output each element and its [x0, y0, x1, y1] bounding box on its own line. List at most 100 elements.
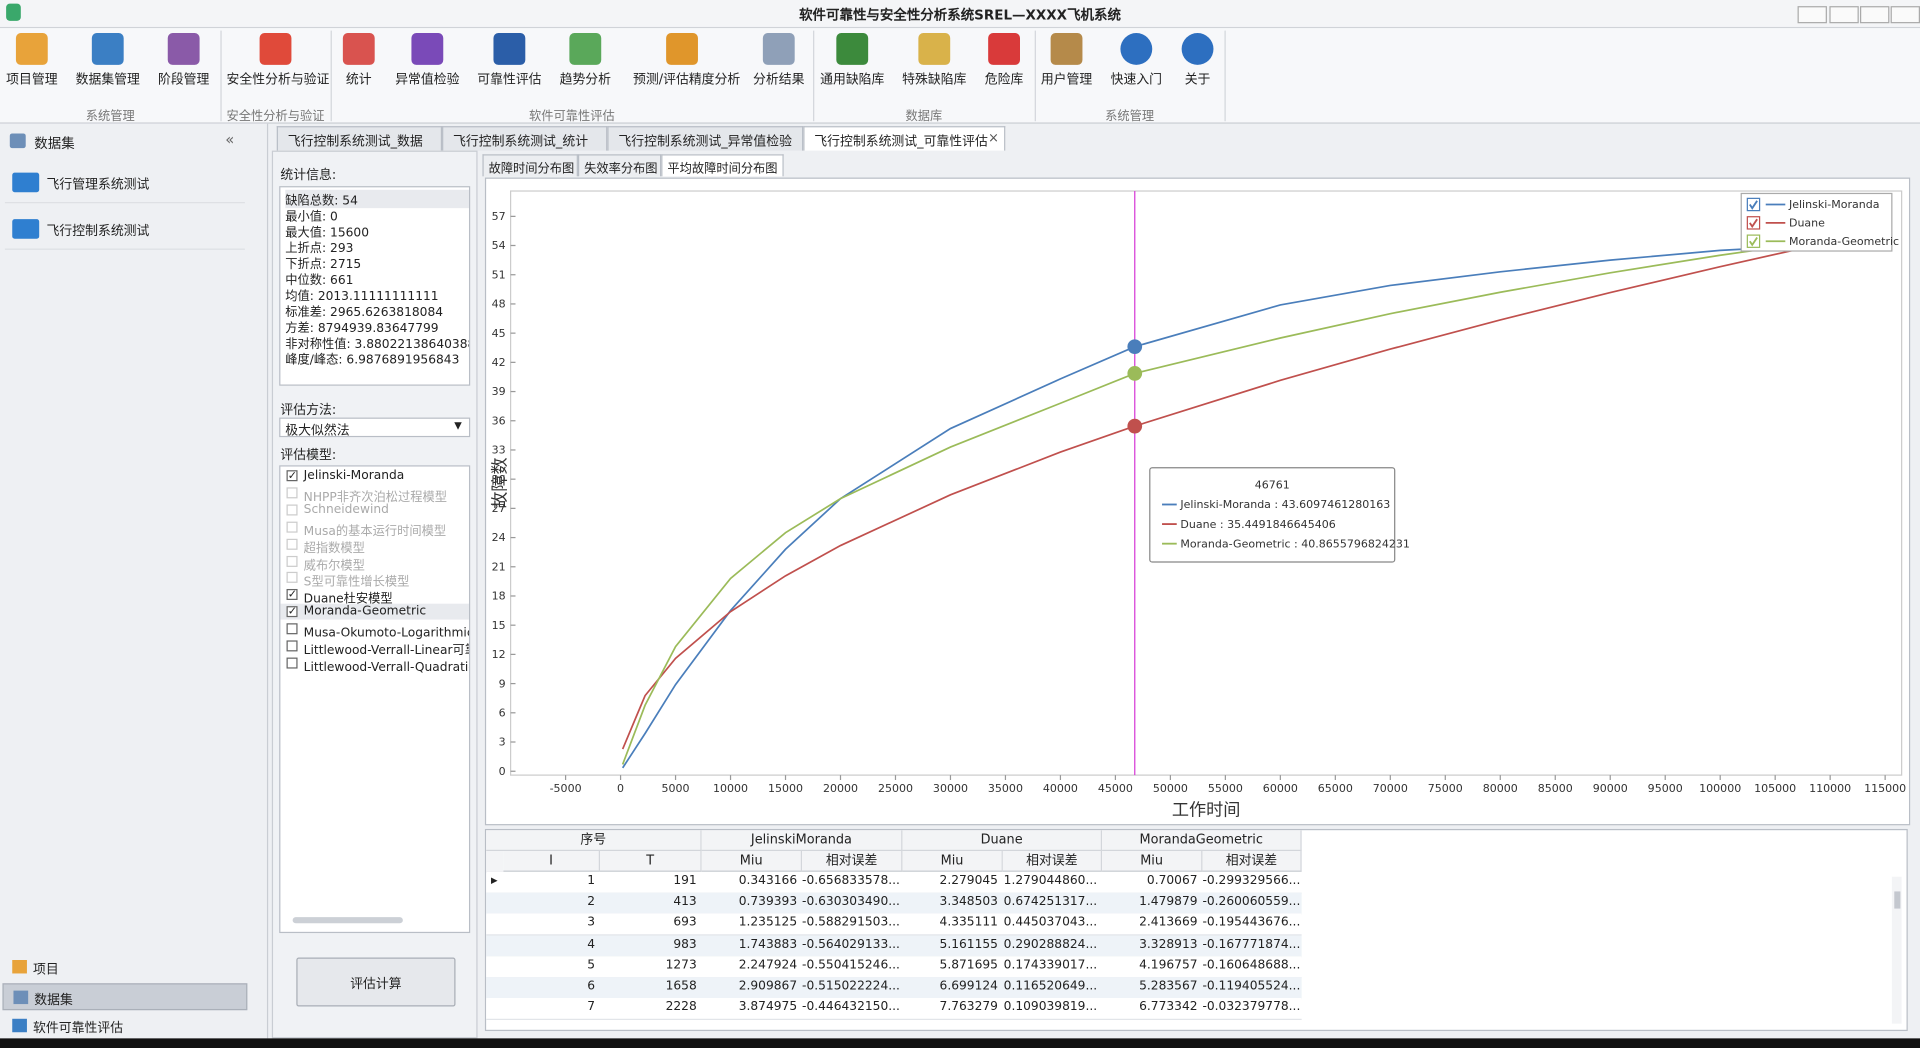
- ribbon-button[interactable]: 趋势分析: [536, 31, 634, 100]
- table-row[interactable]: ▶ 1 191 0.343166 -0.656833578... 2.279045 1.27…: [486, 871, 1302, 894]
- model-checkbox[interactable]: [286, 640, 298, 652]
- model-item[interactable]: ✓ Jelinski-Moranda: [280, 468, 469, 484]
- nav-label: 数据集: [34, 993, 73, 1008]
- ribbon-button[interactable]: 危险库: [955, 31, 1053, 100]
- table-cell: -0.446432150...: [802, 1000, 900, 1015]
- stats-line: 最大值: 15600: [285, 226, 370, 241]
- document-tab-label: 飞行控制系统测试_统计: [453, 134, 589, 150]
- model-checkbox[interactable]: ✓: [286, 606, 298, 619]
- method-dropdown[interactable]: 极大似然法 ▼: [279, 417, 471, 439]
- ribbon-button[interactable]: 阶段管理: [135, 31, 233, 100]
- chart-tab[interactable]: 平均故障时间分布图: [661, 154, 784, 177]
- document-tab-label: 飞行控制系统测试_数据: [287, 134, 423, 150]
- model-checkbox[interactable]: [286, 657, 298, 669]
- ribbon-button[interactable]: 特殊缺陷库: [885, 31, 983, 100]
- dataset-name: 飞行管理系统测试: [46, 177, 150, 193]
- dropdown-arrow[interactable]: ▼: [454, 420, 462, 432]
- ribbon-button[interactable]: 快速入门: [1087, 31, 1185, 100]
- dataset-item[interactable]: 飞行控制系统测试: [4, 212, 245, 250]
- model-item: S型可靠性增长模型: [280, 570, 469, 589]
- nav-item[interactable]: 项目: [2, 954, 247, 981]
- stats-line: 方差: 8794939.83647799: [285, 322, 439, 336]
- y-axis-title: 故障数: [491, 457, 511, 508]
- tooltip: 46761 Jelinski-Moranda : 43.6097461280163…: [1149, 467, 1410, 563]
- table-cell: -0.564029133...: [802, 937, 900, 951]
- row-indicator-header: [486, 851, 504, 874]
- folder-icon: [12, 219, 40, 239]
- ribbon-icon: [493, 33, 526, 65]
- stats-line: 非对称性值: 3.88022138640388: [285, 337, 471, 352]
- dataset-item[interactable]: 飞行管理系统测试: [4, 165, 245, 204]
- document-tab[interactable]: 飞行控制系统测试_统计: [442, 126, 608, 151]
- stats-line: 标准差: 2965.6263818084: [285, 306, 444, 320]
- ribbon-button[interactable]: 预测/评估精度分析: [633, 31, 740, 100]
- table-row[interactable]: 4 983 1.743883 -0.564029133... 5.161155 0.290…: [486, 935, 1302, 958]
- ribbon-button[interactable]: 项目管理: [0, 31, 81, 100]
- table-cell: -0.630303490...: [802, 895, 900, 909]
- model-item[interactable]: ✓ Duane杜安模型: [280, 587, 469, 606]
- ribbon-button[interactable]: 异常值检验: [378, 31, 476, 100]
- document-tab[interactable]: 飞行控制系统测试_可靠性评估 ×: [803, 126, 1006, 151]
- table-row[interactable]: 3 693 1.235125 -0.588291503... 4.335111 0.445…: [486, 913, 1302, 936]
- model-checkbox: [286, 572, 298, 584]
- nav-item[interactable]: 数据集: [2, 983, 248, 1011]
- nav-item[interactable]: 软件可靠性评估: [2, 1013, 247, 1040]
- model-checkbox: [286, 487, 298, 499]
- settings-panel: 统计信息: 缺陷总数: 54 最小值: 0 最大值: 15600 上折点: 293 下折点…: [271, 150, 478, 1039]
- tooltip-box: [1149, 467, 1396, 563]
- table-cell: 2.279045: [939, 874, 998, 888]
- ribbon-button[interactable]: 分析结果: [730, 31, 828, 100]
- table-row[interactable]: 7 2228 3.874975 -0.446432150... 7.763279 0.10…: [486, 998, 1302, 1021]
- table-row[interactable]: 5 1273 2.247924 -0.550415246... 5.871695 0.17…: [486, 956, 1302, 979]
- document-tab[interactable]: 飞行控制系统测试_数据: [276, 126, 443, 151]
- y-tick-label: 21: [492, 560, 506, 573]
- legend-checkbox[interactable]: [1746, 234, 1761, 248]
- legend-checkbox[interactable]: [1746, 197, 1761, 212]
- group-header: 序号: [486, 830, 702, 852]
- table-cell: 1.279044860...: [1003, 874, 1098, 888]
- ribbon-button[interactable]: 统计: [310, 31, 408, 100]
- ribbon-button[interactable]: 关于: [1149, 31, 1247, 100]
- maximize-button[interactable]: [1860, 6, 1890, 24]
- ribbon-button[interactable]: 通用缺陷库: [803, 31, 901, 100]
- window-button[interactable]: [1797, 6, 1827, 24]
- close-button[interactable]: [1890, 6, 1920, 24]
- model-checkbox[interactable]: ✓: [286, 470, 298, 483]
- model-item[interactable]: Musa-Okumoto-Logarithmic泊: [280, 621, 469, 641]
- model-item[interactable]: Littlewood-Verrall-Quadratic可: [280, 655, 469, 675]
- y-tick-label: 36: [492, 414, 506, 427]
- ribbon-button[interactable]: 可靠性评估: [460, 31, 558, 100]
- series-line: [621, 240, 1886, 769]
- table-cell: -0.119405524...: [1202, 979, 1301, 994]
- ribbon-button[interactable]: 安全性分析与验证: [227, 31, 329, 100]
- group-header: MorandaGeometric: [1102, 830, 1302, 852]
- ribbon-button[interactable]: 数据集管理: [59, 31, 157, 100]
- y-tick-label: 18: [492, 590, 506, 603]
- table-cell: 3.328913: [1139, 937, 1198, 951]
- model-item[interactable]: Littlewood-Verrall-Linear可靠性: [280, 638, 469, 658]
- table-cell: 2.247924: [738, 958, 798, 972]
- document-tab[interactable]: 飞行控制系统测试_异常值检验: [607, 126, 804, 151]
- table-row[interactable]: 2 413 0.739393 -0.630303490... 3.348503 0.674…: [486, 892, 1302, 915]
- table-cell: 4: [587, 937, 596, 951]
- method-value: 极大似然法: [285, 423, 350, 439]
- collapse-button[interactable]: «: [225, 131, 235, 149]
- chart-tab[interactable]: 故障时间分布图: [482, 154, 578, 177]
- chart-tab[interactable]: 失效率分布图: [577, 154, 662, 177]
- model-checkbox[interactable]: ✓: [286, 589, 298, 602]
- ribbon-separator: [1034, 30, 1036, 122]
- table-row[interactable]: 6 1658 2.909867 -0.515022224... 6.699124 0.11…: [486, 977, 1302, 1000]
- ribbon-button[interactable]: 用户管理: [1018, 31, 1116, 100]
- method-label: 评估方法:: [280, 402, 337, 418]
- minimize-button[interactable]: [1829, 6, 1859, 24]
- model-item[interactable]: ✓ Moranda-Geometric: [280, 603, 469, 620]
- model-checkbox[interactable]: [286, 623, 298, 635]
- ribbon-button-label: 危险库: [984, 72, 1024, 87]
- column-header: 相对误差: [1002, 851, 1103, 872]
- evaluate-button[interactable]: 评估计算: [296, 957, 456, 1007]
- model-name: 超指数模型: [303, 541, 365, 556]
- chart-tab-label: 故障时间分布图: [488, 162, 575, 177]
- tab-close[interactable]: ×: [988, 131, 999, 146]
- legend-checkbox[interactable]: [1746, 216, 1761, 230]
- x-tick-label: 85000: [1538, 782, 1573, 795]
